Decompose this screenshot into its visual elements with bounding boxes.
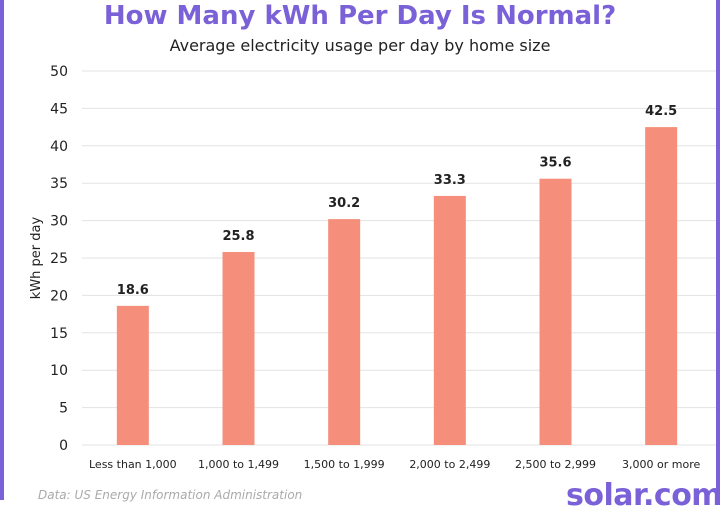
y-tick-label: 30	[50, 214, 68, 230]
y-tick-label: 50	[50, 64, 68, 80]
y-axis-ticks: 0 5 10 15 20 25 30 35 40 45 50	[50, 64, 68, 454]
x-tick-label: 3,000 or more	[622, 458, 700, 471]
data-label: 18.6	[117, 283, 149, 298]
data-label: 42.5	[645, 104, 677, 119]
bar	[222, 252, 255, 445]
chart-subtitle: Average electricity usage per day by hom…	[169, 36, 551, 55]
gridlines	[82, 70, 716, 446]
x-tick-label: Less than 1,000	[89, 458, 177, 471]
y-tick-label: 20	[50, 288, 68, 304]
y-tick-label: 25	[50, 251, 68, 267]
bar	[645, 127, 678, 445]
x-axis-ticks: Less than 1,000 1,000 to 1,499 1,500 to 1,…	[89, 458, 701, 471]
x-tick-label: 2,500 to 2,999	[515, 458, 596, 471]
bar	[539, 178, 572, 445]
y-tick-label: 0	[59, 438, 68, 454]
brand-logo[interactable]: solar.com	[566, 478, 720, 513]
bar	[433, 195, 466, 445]
y-tick-label: 5	[59, 401, 68, 417]
y-tick-label: 10	[50, 363, 68, 379]
bar	[328, 219, 361, 445]
y-tick-label: 45	[50, 101, 68, 117]
data-label: 33.3	[434, 173, 466, 188]
y-tick-label: 40	[50, 139, 68, 155]
data-label: 25.8	[222, 229, 254, 244]
data-labels: 18.6 25.8 30.2 33.3 35.6 42.5	[117, 104, 677, 298]
bars	[116, 127, 678, 445]
chart-title: How Many kWh Per Day Is Normal?	[103, 1, 617, 31]
x-tick-label: 1,000 to 1,499	[198, 458, 279, 471]
bar-chart: 0 5 10 15 20 25 30 35 40 45 50 kWh per day 18.6 25.…	[29, 64, 716, 471]
x-tick-label: 1,500 to 1,999	[304, 458, 385, 471]
y-axis-label: kWh per day	[29, 217, 44, 300]
y-tick-label: 15	[50, 326, 68, 342]
x-tick-label: 2,000 to 2,499	[409, 458, 490, 471]
y-tick-label: 35	[50, 176, 68, 192]
bar	[116, 305, 149, 445]
data-label: 35.6	[539, 156, 571, 171]
data-label: 30.2	[328, 196, 360, 211]
data-source-note: Data: US Energy Information Administrati…	[38, 488, 303, 502]
